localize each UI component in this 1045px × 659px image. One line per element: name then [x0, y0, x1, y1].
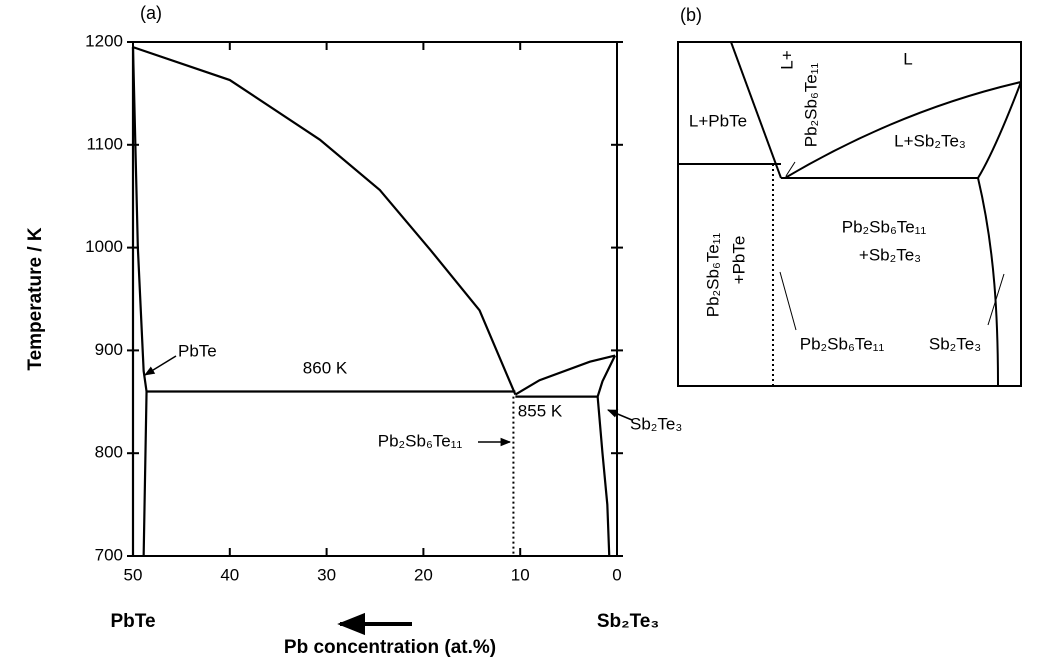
annotation-arrow	[607, 409, 633, 421]
y-tick-label: 1100	[86, 134, 123, 153]
region-label: L	[903, 49, 912, 68]
region-label: +PbTe	[729, 236, 748, 285]
x-tick-label: 30	[317, 565, 336, 584]
region-label: L+PbTe	[689, 111, 747, 130]
region-label: Pb₂Sb₆Te₁₁	[800, 334, 885, 353]
panel-b-lines	[677, 41, 1022, 387]
y-tick-label: 700	[95, 545, 123, 564]
phase-boundary	[131, 47, 148, 557]
region-label: Pb₂Sb₆Te₁₁	[703, 233, 722, 318]
y-tick-label: 800	[95, 443, 123, 462]
y-tick-label: 1000	[85, 237, 123, 256]
x-tick-label: 20	[414, 565, 433, 584]
region-label: L+Sb₂Te₃	[894, 131, 966, 150]
annotation: PbTe	[178, 341, 217, 360]
panel-b-title: (b)	[680, 5, 702, 25]
x-tick-label: 10	[511, 565, 530, 584]
region-label: L+	[777, 50, 796, 69]
y-tick-label: 1200	[85, 31, 123, 50]
x-tick-label: 50	[124, 565, 143, 584]
x-tick-label: 40	[220, 565, 239, 584]
phase-boundary	[132, 46, 517, 396]
y-tick-label: 900	[95, 340, 123, 359]
plot-frame	[132, 41, 618, 557]
region-label: Sb₂Te₃	[929, 334, 981, 353]
annotation: Sb₂Te₃	[630, 414, 682, 433]
y-axis-label: Temperature / K	[25, 227, 46, 371]
x-axis-label: Pb concentration (at.%)	[284, 637, 496, 658]
annotation-arrow	[144, 355, 177, 376]
region-label: Pb₂Sb₆Te₁₁	[842, 217, 927, 236]
end-label: PbTe	[110, 611, 155, 632]
annotation: 855 K	[518, 401, 563, 420]
end-label: Sb₂Te₃	[597, 611, 659, 632]
annotation: 860 K	[303, 358, 348, 377]
annotation: Pb₂Sb₆Te₁₁	[378, 431, 463, 450]
phase-boundary	[596, 355, 617, 557]
chart-title: (a)	[140, 3, 162, 23]
region-label: Pb₂Sb₆Te₁₁	[801, 63, 820, 148]
x-tick-label: 0	[612, 565, 621, 584]
region-label: +Sb₂Te₃	[859, 245, 921, 264]
phase-boundary	[514, 354, 616, 396]
